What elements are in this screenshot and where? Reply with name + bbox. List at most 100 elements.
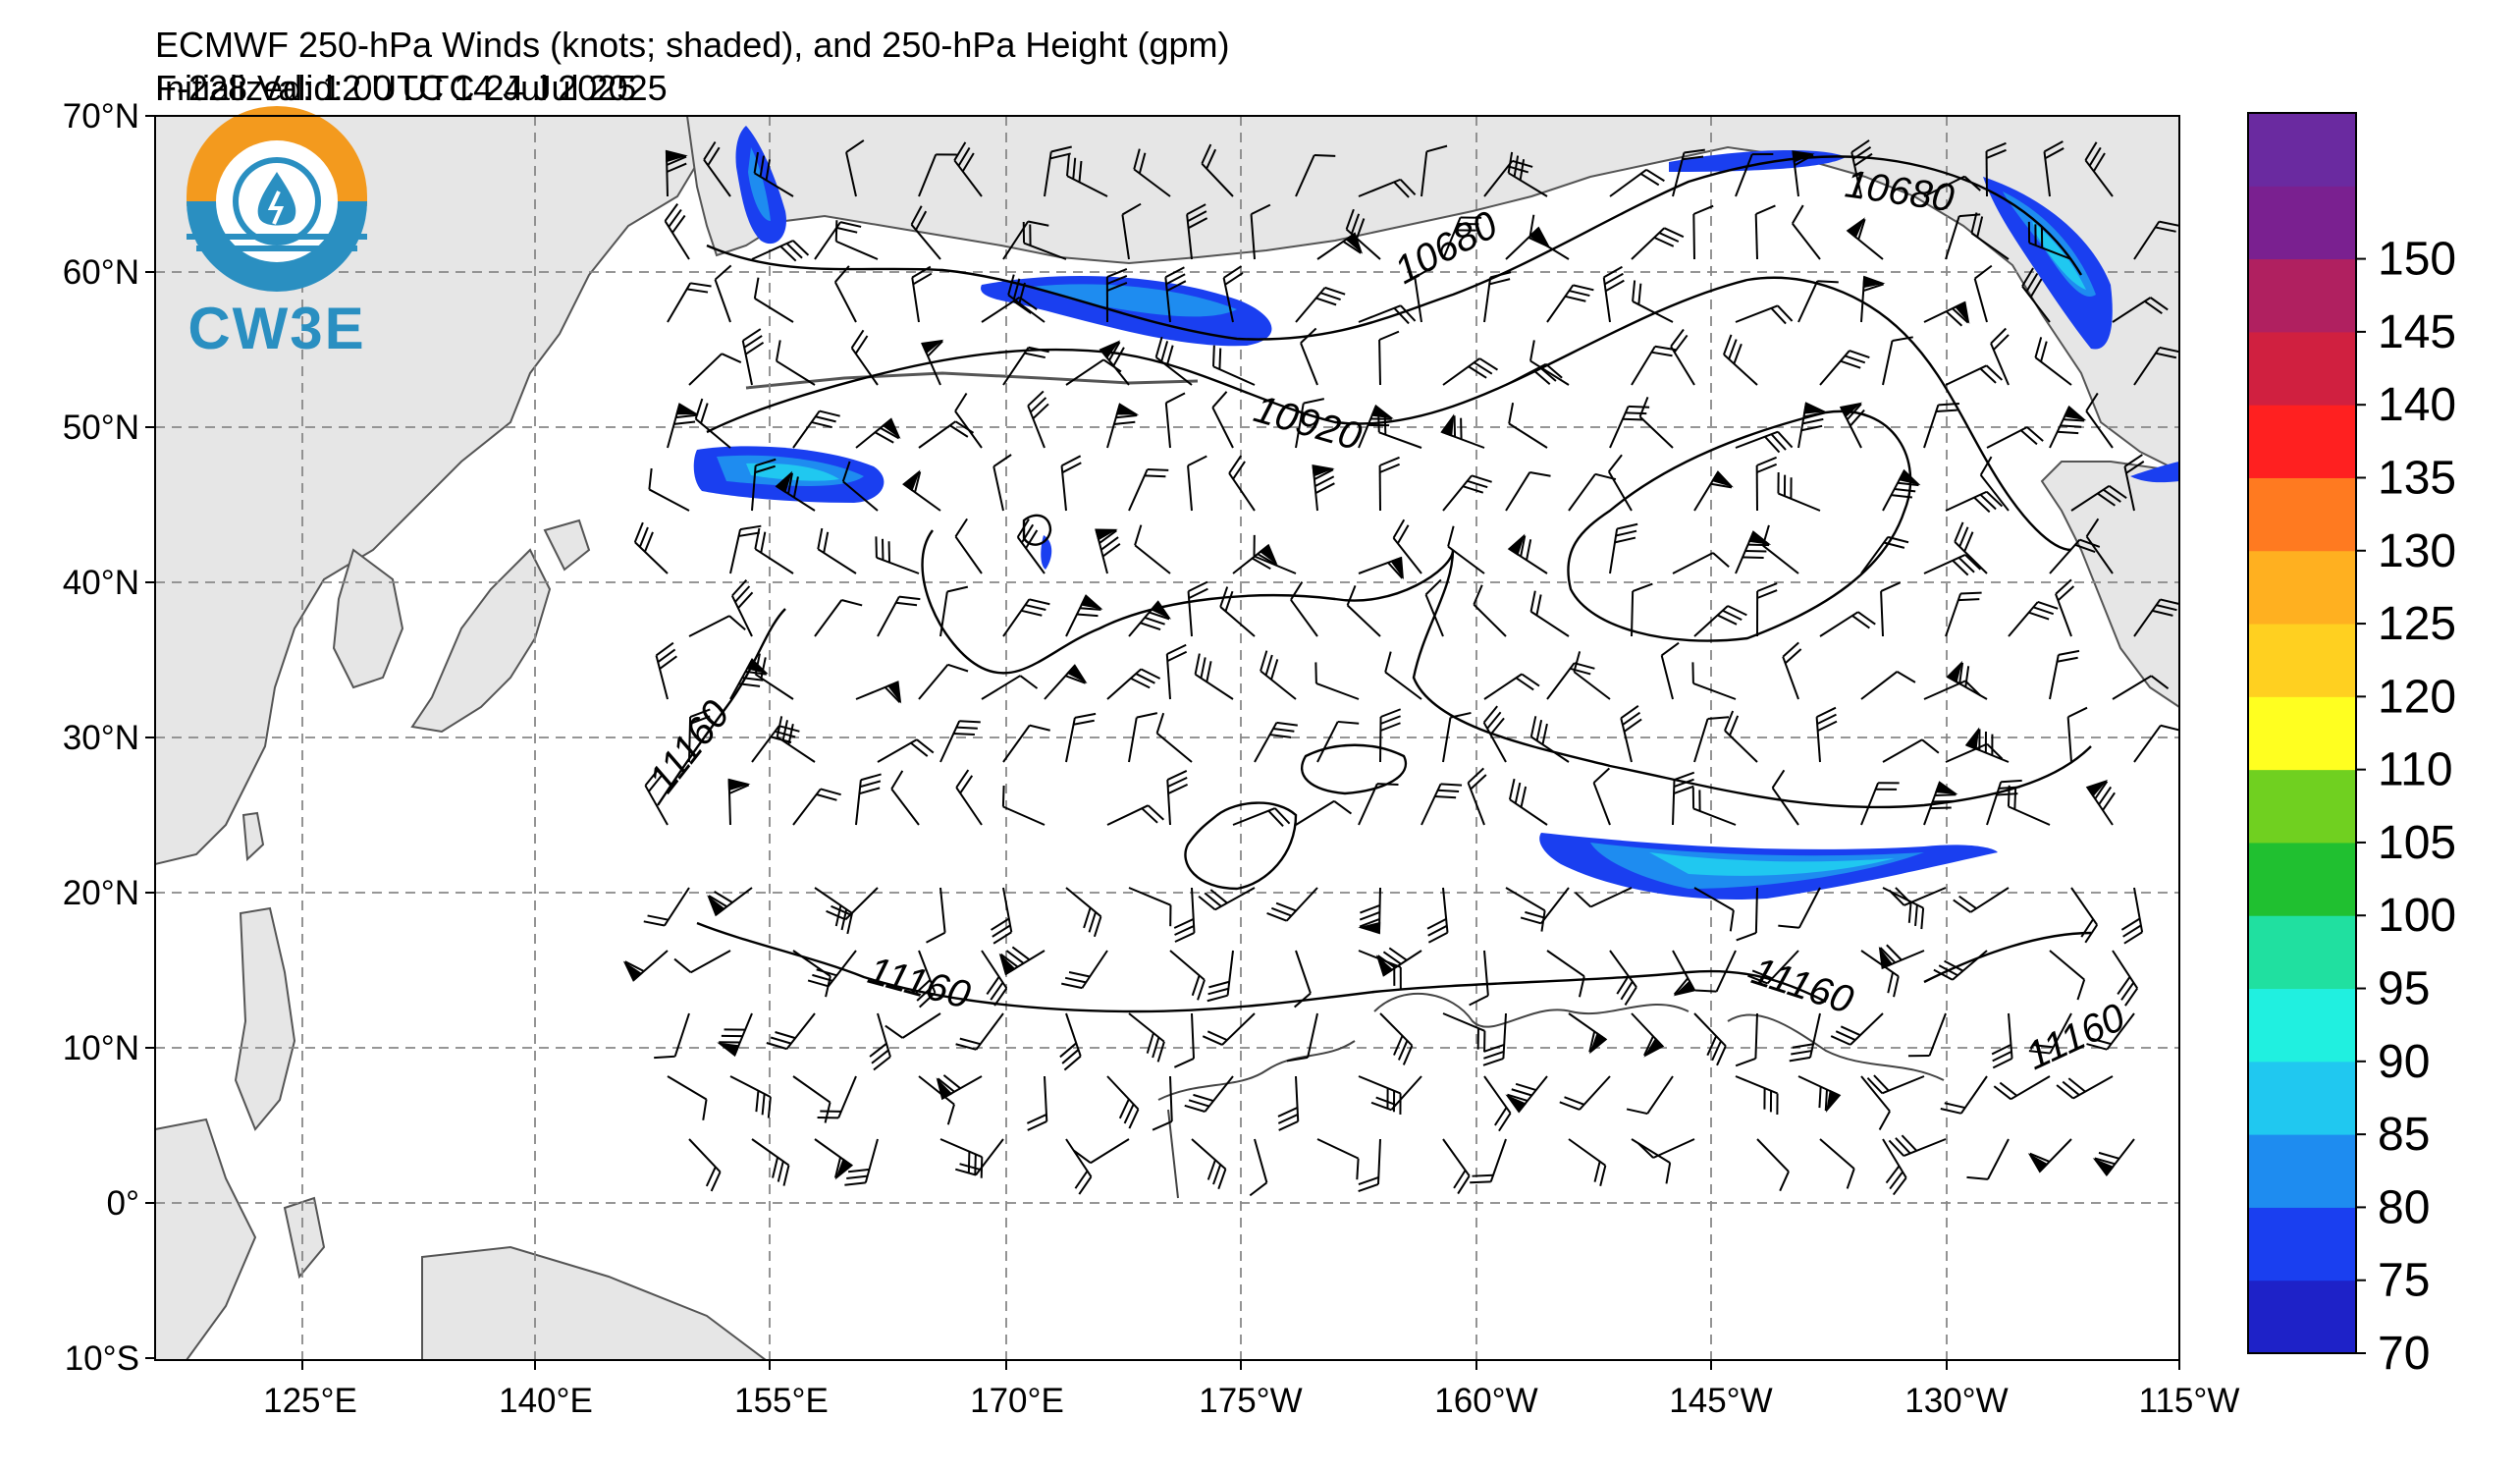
wind-barb — [1507, 533, 1548, 574]
wind-barb — [1631, 1138, 1672, 1184]
wind-barb — [1860, 671, 1916, 700]
wind-barb — [981, 675, 1039, 700]
wind-barb — [913, 950, 937, 1009]
wind-barb — [1626, 1075, 1674, 1116]
jet-west-coast — [2130, 462, 2179, 483]
wind-barb — [730, 579, 754, 637]
contour-11160-north — [657, 529, 2092, 809]
wind-barb — [1782, 641, 1802, 700]
wind-barb — [1201, 143, 1234, 197]
wind-barb — [1574, 887, 1633, 908]
wind-barb — [817, 527, 857, 574]
wind-barb — [1346, 584, 1381, 637]
wind-barb — [1846, 217, 1884, 260]
colorbar-segment — [2248, 1134, 2356, 1208]
wind-barb — [1724, 710, 1758, 763]
wind-barb — [1568, 1012, 1608, 1055]
contour-high-ne — [1567, 409, 1912, 642]
wind-barb — [667, 403, 699, 449]
indonesia — [155, 1118, 257, 1360]
wind-barb — [1672, 552, 1730, 574]
valid-time: F-228 Valid: 00 UTC 24 Jul 2025 — [155, 68, 668, 108]
wind-barb — [1632, 280, 1674, 323]
wind-barb — [1154, 336, 1193, 386]
wind-barb — [1470, 1138, 1507, 1184]
colorbar-label: 110 — [2378, 744, 2453, 796]
wind-barb — [2049, 950, 2086, 1001]
lon-label-115w: 115°W — [2139, 1382, 2240, 1420]
wind-barb — [877, 595, 921, 637]
wind-barb — [926, 887, 946, 944]
wind-barb — [2133, 724, 2179, 763]
wind-barb — [2070, 887, 2099, 944]
wind-barb — [1026, 1075, 1048, 1131]
wind-barb — [1755, 456, 1778, 512]
wind-barb — [1016, 518, 1046, 574]
wind-barb — [1777, 471, 1821, 512]
wind-barb — [1358, 887, 1381, 935]
contour-11160-south — [696, 921, 2092, 1013]
wind-barb — [1559, 1075, 1611, 1111]
wind-barb — [1469, 950, 1489, 1007]
wind-barb — [1379, 708, 1402, 763]
wind-barb — [1059, 1012, 1082, 1071]
wind-barbs — [622, 139, 2179, 1197]
lat-label-10s: 10°S — [65, 1339, 139, 1378]
wind-barb — [2049, 649, 2080, 700]
wind-barb — [1607, 454, 1633, 512]
colorbar-label: 90 — [2378, 1036, 2430, 1088]
wind-barb — [1866, 1074, 1925, 1095]
japan — [410, 548, 552, 734]
colorbar-segment — [2248, 696, 2356, 771]
wind-barb — [1797, 1075, 1842, 1114]
wind-barb — [1756, 1138, 1790, 1192]
wind-barb — [1771, 769, 1799, 826]
wind-barb — [1392, 518, 1422, 574]
colorbar-segment — [2248, 1061, 2356, 1135]
wind-barb — [1358, 556, 1404, 580]
wind-barb — [1187, 580, 1208, 637]
colorbar-label: 75 — [2378, 1255, 2430, 1307]
wind-barb — [1792, 150, 1815, 197]
wind-barb — [1878, 944, 1925, 970]
colorbar-label: 140 — [2378, 379, 2456, 431]
wind-barb — [1060, 455, 1082, 512]
wind-barb — [776, 716, 816, 763]
wind-barb — [703, 140, 731, 197]
wind-barb — [729, 524, 762, 574]
wind-barb — [1568, 1138, 1607, 1186]
wind-barb — [1735, 304, 1794, 325]
wind-barb — [1839, 402, 1865, 449]
wind-barb — [1631, 582, 1653, 637]
wind-barb — [1609, 522, 1638, 574]
wind-barb — [1546, 662, 1595, 700]
wind-barb — [1985, 141, 2007, 197]
wind-barb — [1945, 591, 1982, 637]
wind-barb — [1379, 1012, 1414, 1065]
colorbar-segment — [2248, 113, 2356, 187]
wind-barb — [1933, 950, 1988, 981]
wind-barb — [1830, 1012, 1884, 1046]
wind-barb — [1954, 521, 1988, 574]
wind-barb — [654, 1012, 690, 1060]
wind-barb — [1314, 662, 1360, 700]
wind-barb — [1424, 578, 1444, 637]
wind-barb — [707, 887, 753, 917]
wind-barb — [665, 149, 688, 197]
wind-barb — [1638, 396, 1674, 449]
wind-barb — [939, 585, 969, 637]
colorbar-label: 95 — [2378, 963, 2430, 1015]
landmass — [155, 116, 2179, 1360]
wind-barb — [1797, 402, 1827, 449]
wind-barb — [751, 1138, 790, 1186]
wind-barb — [1106, 668, 1161, 700]
wind-barb — [1979, 456, 2010, 512]
wind-barb — [751, 240, 810, 262]
wind-barb — [1128, 1012, 1165, 1063]
wind-barb — [1228, 455, 1256, 512]
wind-barb — [1850, 139, 1873, 197]
height-contours — [657, 155, 2092, 1013]
wind-barb — [1573, 651, 1611, 700]
wind-barb — [1442, 1138, 1471, 1195]
wind-barb — [2021, 267, 2051, 323]
